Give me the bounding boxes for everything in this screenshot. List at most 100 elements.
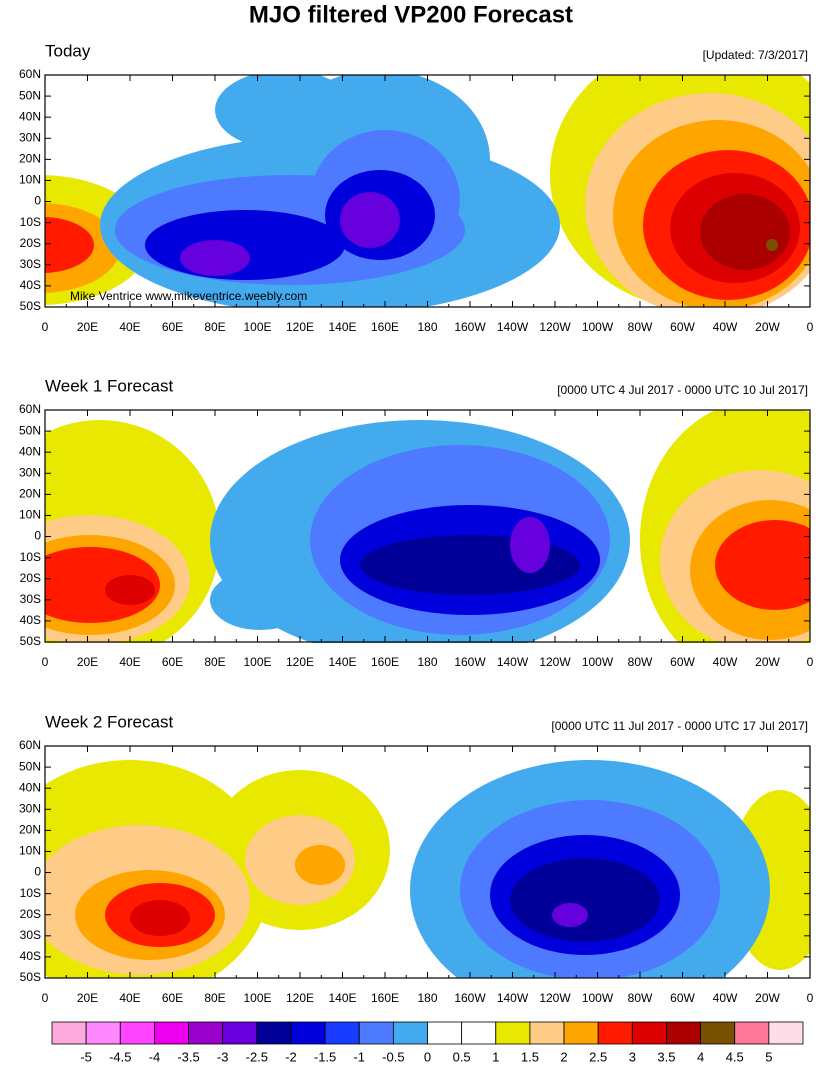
lon-label: 160E: [371, 320, 399, 334]
lon-label: 60W: [670, 655, 695, 669]
map-shading: [45, 75, 810, 307]
panel-title: Week 2 Forecast: [45, 712, 173, 731]
lat-label: 30N: [19, 465, 41, 479]
colorbar-label: -0.5: [382, 1049, 404, 1064]
lat-label: 60N: [19, 402, 41, 416]
colorbar-box: [85, 1021, 121, 1045]
colorbar-box: [188, 1021, 224, 1045]
lat-label: 50S: [20, 634, 41, 648]
lon-label: 140E: [328, 991, 356, 1005]
lon-label: 40W: [713, 655, 738, 669]
lon-label: 80W: [628, 320, 653, 334]
colorbar-label: 2: [560, 1049, 567, 1064]
lon-label: 0: [807, 655, 814, 669]
colorbar-box: [222, 1021, 258, 1045]
colorbar-label: 4.5: [726, 1049, 744, 1064]
colorbar-box: [119, 1021, 155, 1045]
lon-label: 80W: [628, 655, 653, 669]
lon-label: 160E: [371, 655, 399, 669]
lon-label: 180: [417, 320, 437, 334]
colorbar-label: 1.5: [521, 1049, 539, 1064]
colorbar-box: [631, 1021, 667, 1045]
colorbar-box: [563, 1021, 599, 1045]
colorbar-label: -3.5: [177, 1049, 199, 1064]
lat-label: 30S: [20, 257, 41, 271]
colorbar-label: -3: [217, 1049, 229, 1064]
lat-label: 20S: [20, 907, 41, 921]
lat-label: 40S: [20, 613, 41, 627]
lat-label: 30N: [19, 130, 41, 144]
panel-subtitle: [0000 UTC 11 Jul 2017 - 0000 UTC 17 Jul …: [551, 719, 808, 733]
lon-label: 20E: [77, 655, 98, 669]
colorbar-box: [734, 1021, 770, 1045]
lon-label: 140E: [328, 320, 356, 334]
lon-label: 160W: [454, 320, 486, 334]
lon-label: 120E: [286, 320, 314, 334]
panel-subtitle: [Updated: 7/3/2017]: [703, 48, 808, 62]
lon-label: 80E: [204, 655, 225, 669]
lat-label: 30S: [20, 928, 41, 942]
figure-title: MJO filtered VP200 Forecast: [249, 1, 573, 28]
panel-title: Week 1 Forecast: [45, 376, 173, 395]
lon-label: 80W: [628, 991, 653, 1005]
colorbar-label: -4: [149, 1049, 161, 1064]
lat-label: 10N: [19, 173, 41, 187]
lon-label: 140E: [328, 655, 356, 669]
lon-label: 120W: [539, 320, 571, 334]
lat-label: 40S: [20, 278, 41, 292]
lon-label: 160W: [454, 991, 486, 1005]
colorbar-label: -1: [353, 1049, 365, 1064]
lon-label: 80E: [204, 991, 225, 1005]
lon-label: 160W: [454, 655, 486, 669]
lon-label: 120E: [286, 655, 314, 669]
colorbar-box: [461, 1021, 497, 1045]
lon-label: 100E: [243, 320, 271, 334]
lat-label: 50S: [20, 970, 41, 984]
lat-label: 50N: [19, 423, 41, 437]
colorbar-box: [666, 1021, 701, 1045]
colorbar-label: 5: [765, 1049, 772, 1064]
colorbar-box: [324, 1021, 360, 1045]
lat-label: 10S: [20, 886, 41, 900]
lon-label: 140W: [497, 655, 529, 669]
lon-label: 20W: [755, 655, 780, 669]
colorbar-label: 3.5: [657, 1049, 675, 1064]
lat-label: 50N: [19, 88, 41, 102]
lat-label: 30N: [19, 801, 41, 815]
lon-label: 0: [807, 320, 814, 334]
lat-label: 60N: [19, 67, 41, 81]
lat-label: 50S: [20, 299, 41, 313]
colorbar-box: [427, 1021, 463, 1045]
lon-label: 20E: [77, 991, 98, 1005]
lon-label: 40E: [119, 991, 140, 1005]
lat-label: 20N: [19, 823, 41, 837]
lat-label: 10N: [19, 508, 41, 522]
lat-label: 40N: [19, 109, 41, 123]
colorbar-box: [495, 1021, 531, 1045]
lon-label: 100W: [582, 991, 614, 1005]
lon-label: 40E: [119, 655, 140, 669]
colorbar-label: 3: [629, 1049, 636, 1064]
lon-label: 140W: [497, 991, 529, 1005]
colorbar-box: [358, 1021, 394, 1045]
lon-label: 20E: [77, 320, 98, 334]
lat-label: 20S: [20, 236, 41, 250]
panel-subtitle: [0000 UTC 4 Jul 2017 - 0000 UTC 10 Jul 2…: [557, 383, 808, 397]
lon-label: 0: [42, 655, 49, 669]
lon-label: 60E: [162, 655, 183, 669]
lon-label: 100E: [243, 991, 271, 1005]
lon-label: 160E: [371, 991, 399, 1005]
map-shading: [45, 746, 810, 978]
colorbar-box: [290, 1021, 326, 1045]
colorbar-box: [700, 1021, 736, 1045]
colorbar-box: [256, 1021, 292, 1045]
colorbar-box: [392, 1021, 428, 1045]
colorbar-label: 2.5: [589, 1049, 607, 1064]
colorbar-label: 4: [697, 1049, 704, 1064]
colorbar-label: -2.5: [246, 1049, 268, 1064]
lon-label: 60W: [670, 320, 695, 334]
lat-label: 0: [34, 194, 41, 208]
colorbar-label: 0.5: [453, 1049, 471, 1064]
lon-label: 40W: [713, 320, 738, 334]
